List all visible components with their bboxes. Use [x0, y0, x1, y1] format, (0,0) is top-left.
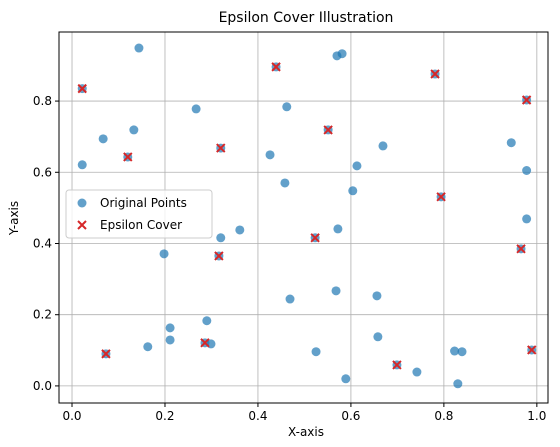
x-tick-label: 0.8 [434, 409, 453, 423]
x-marker-stroke [516, 244, 526, 254]
point [453, 379, 463, 389]
x-tick-label: 0.2 [155, 409, 174, 423]
x-marker-stroke [436, 192, 446, 202]
legend-box [65, 189, 213, 239]
x-marker-stroke [323, 125, 333, 135]
point [123, 152, 133, 162]
point [98, 134, 108, 144]
point [191, 104, 201, 114]
point [522, 166, 532, 176]
point [373, 332, 383, 342]
x-marker-stroke [77, 220, 87, 230]
x-marker-stroke [271, 62, 281, 72]
x-marker-stroke [527, 345, 537, 355]
point [265, 150, 275, 160]
y-axis-label: Y-axis [7, 201, 21, 236]
point [235, 225, 245, 235]
point [331, 286, 341, 296]
point [282, 102, 292, 112]
plot-frame [58, 31, 549, 404]
point [165, 335, 175, 345]
legend-label: Original Points [100, 196, 187, 210]
point [412, 367, 422, 377]
x-tick-label: 0.6 [341, 409, 360, 423]
point [348, 186, 358, 196]
point [323, 125, 333, 135]
point [450, 346, 460, 356]
point [214, 251, 224, 261]
point [165, 323, 175, 333]
point [77, 160, 87, 170]
point [522, 214, 532, 224]
x-marker-stroke [200, 338, 210, 348]
point [527, 345, 537, 355]
point [77, 83, 87, 94]
point [159, 249, 169, 259]
y-tick-label: 0.6 [33, 165, 52, 179]
point [271, 62, 281, 72]
point [352, 161, 362, 171]
point [521, 95, 532, 105]
x-marker-stroke [123, 152, 133, 162]
x-axis-label: X-axis [288, 425, 324, 439]
x-marker-stroke [521, 95, 532, 105]
x-tick-label: 0.0 [62, 409, 81, 423]
y-tick-label: 0.4 [33, 236, 52, 250]
point [200, 338, 210, 348]
x-marker-stroke [310, 233, 320, 243]
point [202, 316, 212, 326]
x-marker-stroke [216, 143, 226, 153]
point [143, 342, 153, 352]
point [436, 192, 446, 202]
point [337, 49, 347, 59]
point [341, 374, 351, 384]
point [457, 347, 467, 357]
point [134, 43, 144, 53]
legend-label: Epsilon Cover [100, 218, 182, 232]
point [516, 244, 526, 254]
chart-title: Epsilon Cover Illustration [219, 10, 394, 26]
y-tick-label: 0.2 [33, 308, 52, 322]
point [280, 178, 290, 188]
x-tick-label: 1.0 [527, 409, 546, 423]
point [216, 143, 226, 153]
point [101, 349, 111, 359]
point [216, 233, 226, 243]
legend-marker [77, 220, 87, 230]
x-marker-stroke [430, 69, 440, 79]
point [310, 233, 320, 243]
point [392, 360, 402, 370]
y-tick-label: 0.0 [33, 379, 52, 393]
x-marker-stroke [77, 83, 87, 94]
point [430, 69, 440, 79]
x-tick-label: 0.4 [248, 409, 267, 423]
x-marker-stroke [392, 360, 402, 370]
point [285, 294, 295, 304]
point [129, 125, 139, 135]
point [372, 291, 382, 301]
point [311, 347, 321, 357]
point [506, 138, 516, 148]
point [333, 224, 343, 234]
y-tick-label: 0.8 [33, 94, 52, 108]
x-marker-stroke [101, 349, 111, 359]
point [378, 141, 388, 151]
x-marker-stroke [214, 251, 224, 261]
legend-marker [77, 198, 87, 208]
